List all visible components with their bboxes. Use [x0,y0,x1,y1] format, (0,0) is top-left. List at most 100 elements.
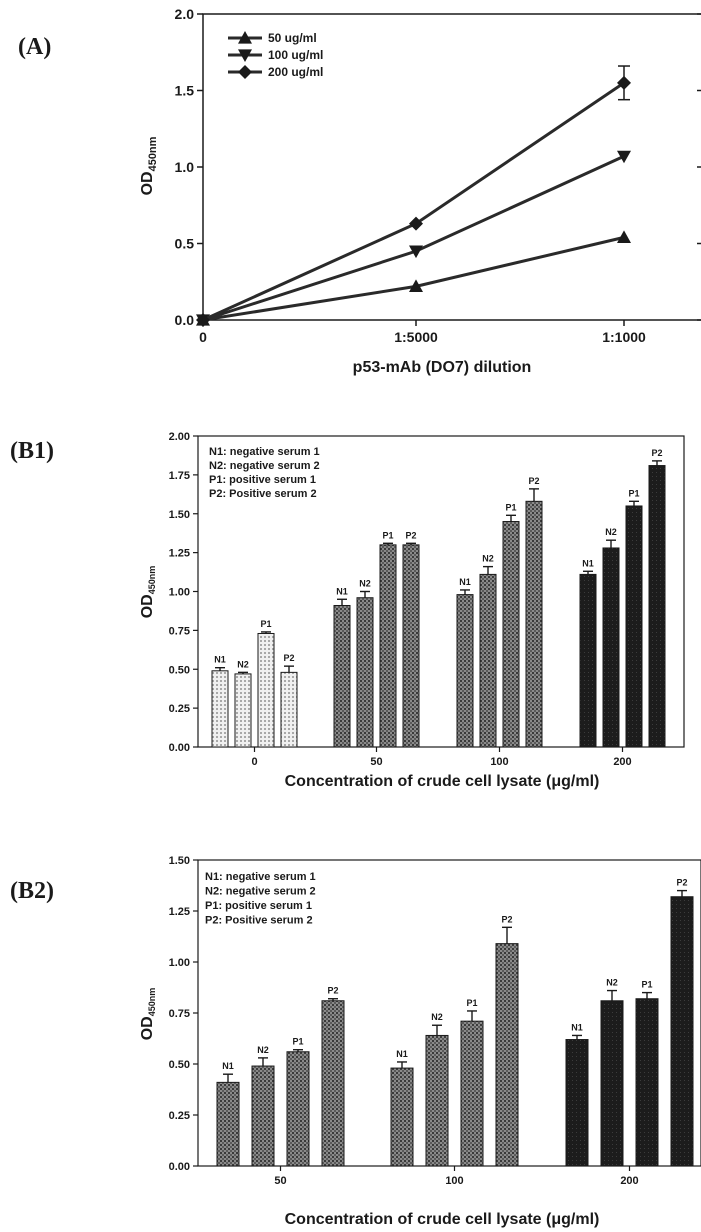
panel-b1-bar [402,544,420,748]
panel-b2-bar [670,896,694,1167]
panel-b1-x-tick-label: 50 [370,756,382,768]
panel-a-data-point [617,230,631,243]
panel-a-legend-marker [238,65,252,79]
panel-a-label: (A) [18,34,51,60]
panel-a-y-axis-title: OD450nm [139,136,159,195]
panel-b1-bar-label: N2 [359,579,371,589]
panel-b1-bar [234,673,252,748]
panel-b1-bar [479,573,497,748]
panel-b1-y-tick-label: 0.25 [169,703,190,715]
panel-b1-y-tick-label: 1.25 [169,548,190,560]
panel-b2-bar-label: P2 [501,914,512,924]
panel-b1-bar [625,505,643,748]
panel-b2-legend-entry: N1: negative serum 1 [205,871,316,883]
panel-b2-legend-entry: N2: negative serum 2 [205,886,316,898]
panel-b1-bar-label: N1 [336,586,348,596]
panel-a-legend: 50 ug/ml 100 ug/ml 200 ug/ml [228,31,323,79]
panel-b2-y-tick-label: 0.50 [169,1059,190,1071]
panel-b2-y-axis-title: OD450nm [139,988,157,1041]
panel-b1-bar-label: N1 [582,558,594,568]
panel-a-data-point [617,75,631,90]
panel-a-x-tick-label: 1:1000 [602,329,646,345]
panel-b1-y-tick-label: 1.50 [169,509,190,521]
panel-b1-y-tick-label: 0.50 [169,664,190,676]
panel-b2-bar [390,1067,414,1167]
panel-b2-x-axis-title: Concentration of crude cell lysate (μg/m… [285,1211,600,1228]
panel-b2-bar-label: P2 [676,878,687,888]
panel-a-chart: (A) OD450nm p53-mAb (DO7) dilution 0.00.… [18,6,701,376]
panel-a-legend-marker [238,49,252,62]
panel-b1-bar-label: P1 [260,619,271,629]
panel-b1-y-tick-label: 1.00 [169,587,190,599]
panel-b2-bar [216,1081,240,1167]
panel-b1-bar-label: N1 [459,577,471,587]
panel-b2-y-tick-label: 1.00 [169,957,190,969]
panel-b2-plot-area: N1 N2 P1 P2 N1 N2 P1 P2 N1 N2 P1 P2 [216,878,694,1167]
panel-b1-x-axis-title: Concentration of crude cell lysate (μg/m… [285,773,600,790]
panel-b2-y-tick-label: 1.50 [169,855,190,867]
panel-a-y-tick-label: 2.0 [175,6,195,22]
panel-b2-chart: (B2) OD450nm Concentration of crude cell… [10,855,701,1228]
panel-a-legend-entry: 200 ug/ml [268,65,323,79]
panel-b1-y-tick-label: 1.75 [169,470,190,482]
panel-a-axes: 0.0 0.5 1.0 1.5 2.0 0 1:5000 1:1000 [175,6,701,345]
panel-b1-bar [257,632,275,748]
panel-b2-bar-label: N1 [222,1061,234,1071]
panel-b1-bar [525,500,543,748]
panel-b2-bar [321,1000,345,1167]
panel-b1-axes: 0.00 0.25 0.50 0.75 1.00 1.25 1.50 1.75 2.00 0 50 1… [169,431,685,768]
panel-b2-bar-label: P1 [641,980,652,990]
panel-a-y-tick-label: 1.0 [175,159,195,175]
panel-a-series-line [202,154,625,322]
panel-a-y-tick-label: 0.5 [175,236,195,252]
panel-b1-y-tick-label: 2.00 [169,431,190,443]
panel-b2-bar-label: P1 [466,998,477,1008]
panel-b1-x-tick-label: 100 [490,756,508,768]
panel-a-data-point [409,245,423,259]
panel-b1-bar [211,670,229,748]
panel-b2-axes: 0.00 0.25 0.50 0.75 1.00 1.25 1.50 50 100 200 [169,855,701,1187]
panel-a-data-point [196,313,210,327]
panel-a-x-tick-label: 1:5000 [394,329,438,345]
panel-a-data-point [409,216,423,231]
panel-b1-bar [502,521,520,748]
panel-b2-bar-label: N2 [257,1045,269,1055]
panel-b2-bar [635,998,659,1167]
panel-b1-bar-label: N2 [605,527,617,537]
panel-b1-y-tick-label: 0.75 [169,625,190,637]
panel-b2-bar [600,1000,624,1167]
panel-b1-bar-label: N2 [237,659,249,669]
panel-b2-y-tick-label: 0.00 [169,1161,190,1173]
panel-b1-y-axis-title: OD450nm [139,566,157,619]
panel-b2-bar-label: N1 [396,1049,408,1059]
panel-a-y-tick-label: 1.5 [175,83,195,99]
panel-b2-x-tick-label: 200 [620,1175,638,1187]
panel-b1-bar-label: P2 [651,448,662,458]
panel-b1-bar [456,594,474,748]
panel-b2-legend-entry: P1: positive serum 1 [205,900,312,912]
panel-b1-bar-label: P2 [405,530,416,540]
panel-b2-legend: N1: negative serum 1 N2: negative serum 2… [205,871,316,927]
panel-b1-bar-label: P1 [382,530,393,540]
panel-b2-bar-label: P2 [327,986,338,996]
panel-b2-bar [425,1034,449,1167]
panel-b1-bar [333,604,351,748]
panel-a-legend-marker [238,31,252,44]
panel-b2-bar [495,943,519,1167]
panel-b2-bar [460,1020,484,1167]
panel-b1-legend: N1: negative serum 1 N2: negative serum 2… [209,446,320,500]
panel-b2-bar [251,1065,275,1167]
panel-b2-bar [565,1039,589,1167]
panel-b1-legend-entry: P1: positive serum 1 [209,474,316,486]
panel-b2-bar-label: N2 [431,1012,443,1022]
panel-b2-bar [286,1051,310,1167]
panel-b1-legend-entry: P2: Positive serum 2 [209,488,317,500]
panel-b2-bar-label: N2 [606,978,618,988]
panel-b2-bar-label: P1 [292,1037,303,1047]
panel-a-legend-entry: 100 ug/ml [268,48,323,62]
panel-b1-bar-label: P2 [283,653,294,663]
panel-a-y-tick-label: 0.0 [175,312,195,328]
panel-b1-plot-area: N1 N2 P1 P2 N1 N2 P1 P2 N1 N2 P1 P2 N1 N2 P1 P2 [211,448,666,748]
panel-b2-y-tick-label: 0.75 [169,1008,190,1020]
